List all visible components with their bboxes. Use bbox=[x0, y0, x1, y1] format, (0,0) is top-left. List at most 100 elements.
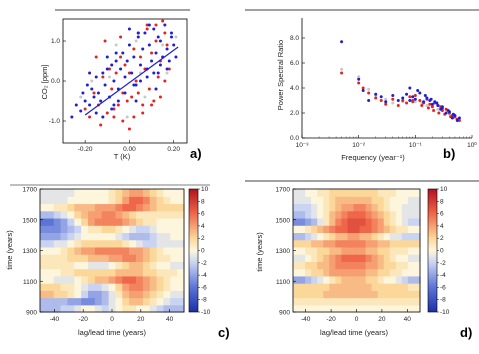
panel-c-heat-cell bbox=[136, 246, 144, 255]
panel-c-colorbar-label: -4 bbox=[201, 272, 207, 279]
panel-d-heat-cell bbox=[413, 232, 421, 241]
panel-d-heat-cell bbox=[323, 275, 330, 284]
panel-a-point-red bbox=[161, 19, 165, 23]
panel-d-heat-cell bbox=[365, 268, 373, 277]
panel-c-heat-cell bbox=[115, 290, 123, 299]
panel-d-heat-cell bbox=[413, 297, 421, 306]
panel-c-heat-cell bbox=[156, 246, 165, 255]
panel-a-point-blue bbox=[139, 79, 142, 83]
panel-d-heat-cell bbox=[389, 283, 397, 291]
panel-c-heat-cell bbox=[129, 254, 137, 262]
panel-b-point-grey bbox=[357, 75, 361, 79]
panel-a-point-blue bbox=[99, 99, 103, 103]
panel-d-heat-cell bbox=[401, 232, 409, 241]
panel-d-xtick-label: 40 bbox=[404, 316, 412, 323]
panel-a-point-red bbox=[147, 87, 151, 91]
panel-a-point-red bbox=[99, 123, 103, 127]
panel-c-heat-cell bbox=[115, 189, 123, 197]
panel-d-heat-cell bbox=[317, 254, 324, 262]
panel-d-heat-cell bbox=[353, 283, 361, 291]
panel-c-colorbar-label: 6 bbox=[201, 211, 205, 218]
panel-c-heat-cell bbox=[122, 239, 130, 248]
panel-c-heat-cell bbox=[108, 297, 117, 306]
panel-d-heat-cell bbox=[413, 261, 421, 270]
panel-d-heat-cell bbox=[341, 268, 349, 277]
panel-c-heat-cell bbox=[88, 203, 96, 212]
panel-c-heat-cell bbox=[60, 189, 69, 197]
panel-d-heat-cell bbox=[365, 225, 373, 234]
panel-d-heat-cell bbox=[395, 210, 403, 219]
panel-d-heat-cell bbox=[377, 189, 385, 197]
panel-a-point-red bbox=[134, 79, 138, 83]
panel-d-heat-cell bbox=[395, 283, 403, 291]
panel-c-ylabel: time (years) bbox=[5, 230, 14, 270]
panel-d-heat-cell bbox=[389, 210, 397, 219]
panel-d-colorbar-label: -2 bbox=[440, 260, 446, 267]
panel-c-heat-cell bbox=[115, 232, 123, 241]
panel-c-heat-cell bbox=[94, 217, 103, 226]
panel-d-heat-cell bbox=[377, 254, 385, 262]
panel-c-heat-cell bbox=[177, 275, 185, 284]
panel-c-heat-cell bbox=[163, 246, 171, 255]
panel-c-heat-cell bbox=[122, 304, 130, 313]
panel-c-heat-cell bbox=[60, 210, 69, 219]
panel-b-point-blue bbox=[440, 105, 444, 109]
panel-b-plot-area: 10⁻³ 10⁻² 10⁻¹ 10⁰ 0.0 2.0 4.0 6.0 8.0 bbox=[290, 18, 477, 149]
panel-d-heat-cell bbox=[347, 196, 355, 205]
panel-c-heat-cell bbox=[122, 261, 130, 270]
panel-a-point-blue bbox=[147, 23, 151, 27]
panel-d-heat-cell bbox=[353, 225, 361, 234]
panel-d-heat-cell bbox=[377, 203, 385, 212]
panel-c-heat-cell bbox=[156, 254, 165, 262]
panel-d-heat-cell bbox=[347, 254, 355, 262]
panel-c-heat-cell bbox=[170, 261, 178, 270]
panel-c-heat-cell bbox=[129, 203, 137, 212]
panel-a-point-blue bbox=[134, 83, 138, 87]
panel-d-heat-cell bbox=[383, 246, 391, 255]
panel-d-heat-cell bbox=[317, 196, 324, 205]
panel-b-point-blue bbox=[408, 99, 412, 102]
panel-d-colorbar-label: -6 bbox=[440, 284, 446, 291]
panel-c-heat-cell bbox=[149, 246, 158, 255]
panel-c-heat-cell bbox=[108, 232, 117, 241]
panel-c-heat-cell bbox=[46, 217, 55, 226]
panel-a-point-red bbox=[136, 91, 140, 95]
panel-d-colorbar-label: -10 bbox=[440, 309, 450, 316]
panel-b-point-blue bbox=[429, 97, 433, 101]
panel-d-heat-cell bbox=[305, 268, 312, 277]
panel-d-heat-cell bbox=[317, 225, 324, 234]
panel-b-point-blue bbox=[411, 95, 415, 99]
panel-c-heat-cell bbox=[115, 196, 123, 205]
panel-c-xtick-label: 40 bbox=[166, 316, 174, 323]
panel-d-heat-cell bbox=[329, 254, 336, 262]
panel-c-heat-cell bbox=[46, 232, 55, 241]
panel-d-heat-cell bbox=[371, 210, 379, 219]
panel-d-heat-cell bbox=[359, 268, 367, 277]
panel-c-heat-cell bbox=[108, 217, 117, 226]
panel-c-heat-cell bbox=[67, 232, 75, 241]
panel-c-heat-cell bbox=[142, 203, 151, 212]
panel-c-heat-cell bbox=[170, 210, 178, 219]
panel-c-heat-cell bbox=[156, 232, 165, 241]
panel-d-heat-cell bbox=[317, 275, 324, 284]
panel-d-heat-cell bbox=[371, 203, 379, 212]
panel-c-heat-cell bbox=[40, 297, 48, 306]
panel-c-heat-cell bbox=[88, 261, 96, 270]
panel-d-heat-cell bbox=[335, 239, 342, 248]
panel-c-xlabel: lag/lead time (years) bbox=[78, 328, 146, 337]
panel-d-heat-cell bbox=[335, 189, 342, 197]
panel-a-point-grey bbox=[161, 43, 165, 47]
panel-b-point-grey bbox=[391, 101, 395, 105]
panel-b-point-red bbox=[420, 104, 424, 107]
panel-c-heat-cell bbox=[122, 196, 130, 205]
panel-d-heat-cell bbox=[335, 268, 342, 277]
panel-c-heat-cell bbox=[67, 217, 75, 226]
panel-a-point-blue bbox=[123, 75, 127, 79]
panel-a-point-red bbox=[119, 55, 123, 59]
panel-c-heat-cell bbox=[115, 283, 123, 291]
panel-b-point-blue bbox=[416, 89, 420, 92]
panel-d-heat-cell bbox=[389, 217, 397, 226]
panel-b-point-blue bbox=[408, 86, 412, 90]
panel-c-heat-cell bbox=[108, 239, 117, 248]
panel-c-heat-cell bbox=[115, 297, 123, 306]
